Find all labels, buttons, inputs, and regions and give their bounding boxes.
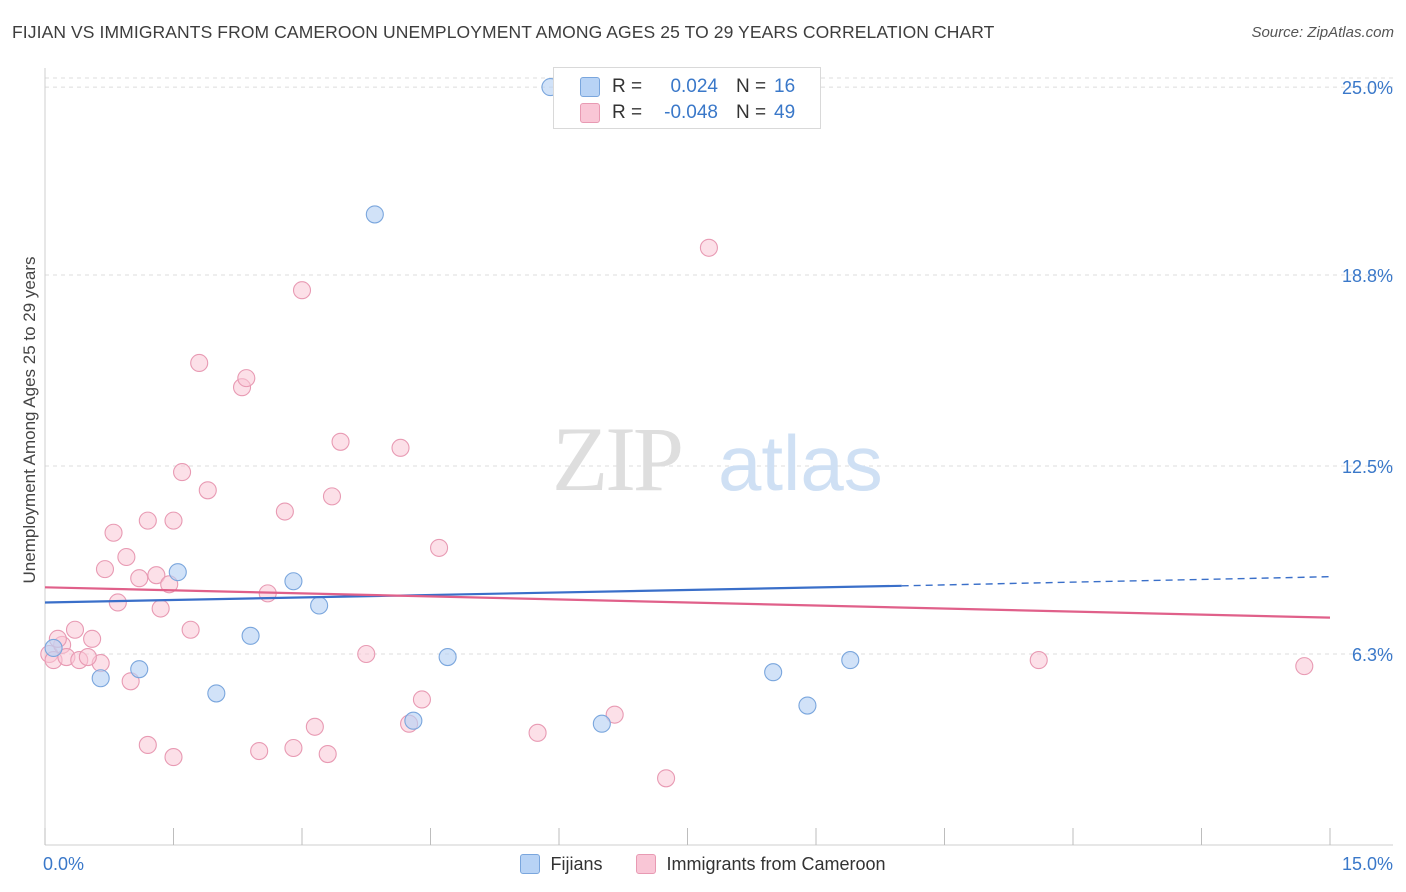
y-tick-label: 18.8% bbox=[1342, 266, 1393, 286]
fijian-point bbox=[310, 596, 329, 615]
legend-fijians-swatch bbox=[520, 854, 541, 874]
cameroon-point bbox=[138, 511, 157, 530]
cameroon-r-value: -0.048 bbox=[664, 102, 718, 123]
cameroon-point bbox=[391, 438, 410, 457]
fijian-point bbox=[438, 647, 457, 667]
cameroon-point bbox=[164, 511, 183, 530]
fijian-point bbox=[592, 714, 611, 733]
fijian-point bbox=[44, 638, 63, 657]
cameroon-point bbox=[117, 547, 136, 567]
cameroon-point bbox=[412, 690, 431, 709]
fijian-point bbox=[798, 696, 817, 715]
fijian-trend-extension bbox=[901, 576, 1331, 587]
stats-legend: R = 0.024 N = 16 R = -0.048 N = 49 bbox=[553, 67, 821, 129]
fijian-point bbox=[207, 684, 226, 703]
fijian-points bbox=[44, 78, 860, 733]
fijian-point bbox=[91, 669, 110, 688]
cameroon-point bbox=[331, 432, 350, 451]
source-label: Source: ZipAtlas.com bbox=[1251, 24, 1394, 41]
cameroon-point bbox=[275, 502, 294, 521]
fijians-r-value: 0.024 bbox=[670, 76, 718, 97]
cameroon-points bbox=[40, 238, 1314, 788]
y-tick-label: 25.0% bbox=[1342, 78, 1393, 98]
cameroon-point bbox=[237, 369, 256, 388]
cameroon-point bbox=[699, 238, 718, 257]
x-tick-label-start: 0.0% bbox=[43, 854, 84, 874]
axes bbox=[44, 68, 1393, 846]
cameroon-point bbox=[95, 560, 115, 579]
cameroon-point bbox=[65, 620, 85, 639]
fijian-point bbox=[404, 711, 423, 730]
cameroon-point bbox=[104, 523, 123, 542]
fijians-n-value: 16 bbox=[774, 76, 796, 97]
fijians-swatch bbox=[580, 77, 600, 97]
tick-labels: 6.3% 12.5% 18.8% 25.0% 0.0% 15.0% bbox=[43, 78, 1393, 874]
x-tick-label-end: 15.0% bbox=[1342, 854, 1393, 874]
cameroon-point bbox=[173, 463, 192, 482]
cameroon-point bbox=[190, 353, 209, 373]
cameroon-n-label: N = bbox=[736, 102, 767, 123]
cameroon-point bbox=[83, 629, 102, 648]
fijian-point bbox=[284, 572, 303, 591]
cameroon-point bbox=[657, 769, 676, 788]
cameroon-point bbox=[605, 705, 624, 724]
fijians-r-label: R = bbox=[612, 76, 643, 97]
legend-cameroon-label: Immigrants from Cameroon bbox=[666, 853, 886, 874]
fijians-n-label: N = bbox=[736, 76, 767, 97]
legend-item-cameroon[interactable]: Immigrants from Cameroon bbox=[636, 851, 886, 877]
cameroon-point bbox=[292, 281, 312, 300]
cameroon-point bbox=[430, 538, 449, 557]
y-axis-title-wrap: Unemployment Among Ages 25 to 29 years bbox=[16, 160, 44, 680]
cameroon-point bbox=[284, 738, 303, 758]
cameroon-point bbox=[108, 593, 127, 612]
cameroon-point bbox=[528, 723, 547, 742]
legend-item-fijians[interactable]: Fijians bbox=[520, 851, 602, 877]
fijian-point bbox=[841, 651, 860, 670]
watermark: ZIP atlas bbox=[552, 408, 883, 510]
cameroon-swatch bbox=[580, 103, 600, 123]
cameroon-point bbox=[250, 741, 269, 761]
fijian-point bbox=[130, 660, 149, 679]
cameroon-point bbox=[357, 644, 376, 664]
legend-fijians-label: Fijians bbox=[550, 853, 603, 874]
fijian-trend-line bbox=[44, 584, 902, 604]
chart-title: FIJIAN VS IMMIGRANTS FROM CAMEROON UNEMP… bbox=[12, 22, 995, 42]
fijian-point bbox=[168, 563, 187, 582]
cameroon-point bbox=[78, 647, 97, 667]
cameroon-point bbox=[164, 748, 183, 767]
trend-lines bbox=[44, 576, 1331, 619]
cameroon-point bbox=[1295, 657, 1314, 676]
fijian-point bbox=[764, 663, 783, 682]
bottom-legend: Fijians Immigrants from Cameroon bbox=[0, 851, 1406, 877]
fijian-point bbox=[241, 626, 260, 645]
watermark-atlas: atlas bbox=[718, 419, 883, 507]
y-tick-label: 12.5% bbox=[1342, 457, 1393, 477]
cameroon-point bbox=[138, 735, 157, 755]
cameroon-n-value: 49 bbox=[774, 102, 796, 123]
cameroon-trend-line bbox=[44, 586, 1331, 619]
cameroon-point bbox=[181, 620, 200, 639]
legend-cameroon-swatch bbox=[636, 854, 657, 874]
watermark-zip: ZIP bbox=[552, 408, 681, 510]
gridlines bbox=[45, 77, 1393, 655]
y-tick-label: 6.3% bbox=[1352, 645, 1393, 665]
cameroon-point bbox=[198, 481, 217, 500]
cameroon-point bbox=[1029, 651, 1048, 670]
fijian-point bbox=[365, 205, 384, 224]
cameroon-point bbox=[130, 569, 149, 588]
cameroon-point bbox=[151, 599, 170, 618]
cameroon-point bbox=[318, 745, 337, 764]
y-axis-title: Unemployment Among Ages 25 to 29 years bbox=[20, 256, 39, 584]
cameroon-r-label: R = bbox=[612, 102, 643, 123]
cameroon-point bbox=[147, 566, 166, 585]
cameroon-point bbox=[322, 487, 342, 506]
cameroon-point bbox=[305, 717, 324, 736]
